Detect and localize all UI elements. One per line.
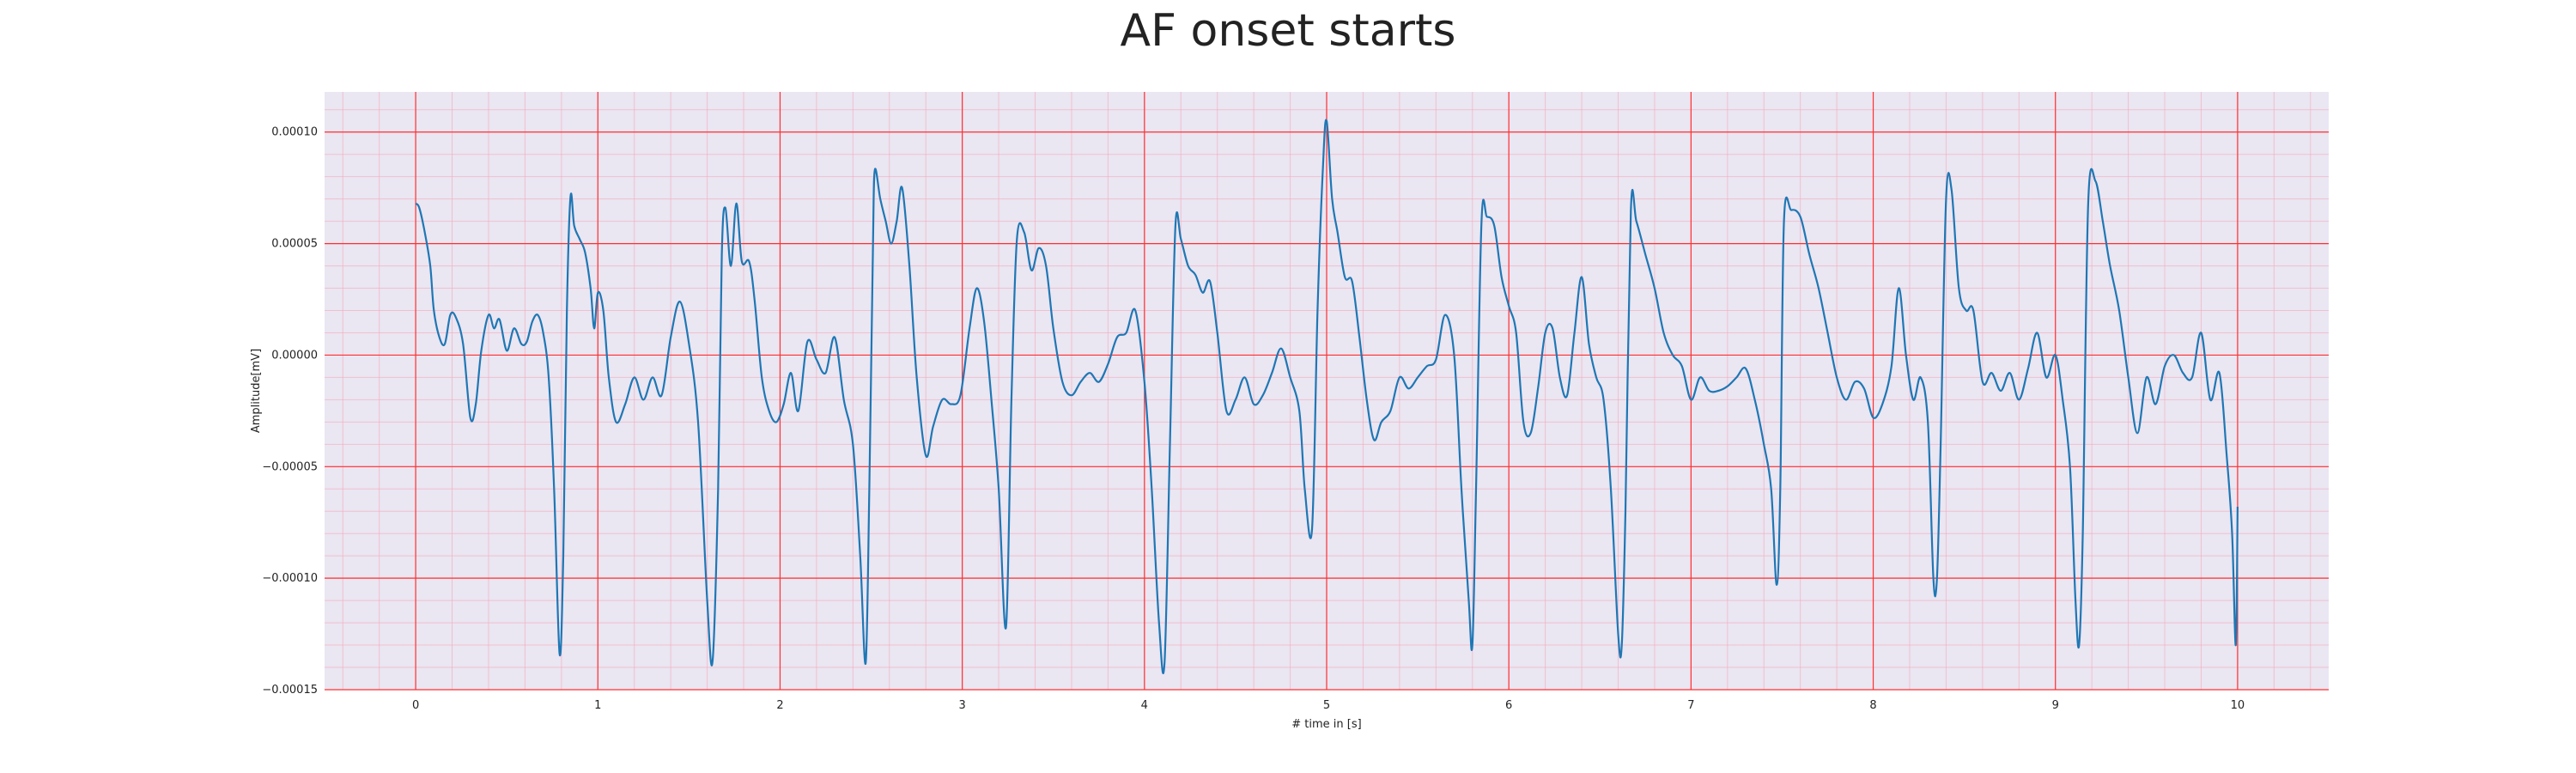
y-tick-label: 0.00005: [271, 238, 318, 251]
x-tick-label: 9: [2052, 699, 2059, 712]
y-tick-label: 0.00010: [271, 126, 318, 139]
y-tick-label: −0.00015: [262, 684, 318, 697]
x-tick-labels: 0 1 2 3 4 5 6 7 8 9 10: [412, 699, 2245, 712]
x-tick-label: 8: [1869, 699, 1876, 712]
y-axis-label: Amplitude[mV]: [250, 349, 263, 433]
ecg-series-line: [415, 119, 2239, 674]
x-tick-label: 6: [1505, 699, 1512, 712]
x-tick-label: 3: [958, 699, 965, 712]
x-tick-label: 10: [2231, 699, 2245, 712]
y-tick-label: 0.00000: [271, 349, 318, 362]
y-tick-labels: −0.00015 −0.00010 −0.00005 0.00000 0.00005 0.…: [262, 126, 318, 697]
x-tick-label: 4: [1141, 699, 1148, 712]
x-tick-label: 2: [776, 699, 783, 712]
series-layer: [415, 119, 2239, 674]
x-tick-label: 1: [594, 699, 601, 712]
y-tick-label: −0.00005: [262, 460, 318, 473]
x-tick-label: 5: [1323, 699, 1330, 712]
x-tick-label: 0: [412, 699, 419, 712]
major-grid: [325, 92, 2329, 691]
x-tick-label: 7: [1687, 699, 1694, 712]
chart-title: AF onset starts: [1120, 5, 1456, 57]
y-tick-label: −0.00010: [262, 572, 318, 585]
x-axis-label: # time in [s]: [1291, 718, 1361, 731]
